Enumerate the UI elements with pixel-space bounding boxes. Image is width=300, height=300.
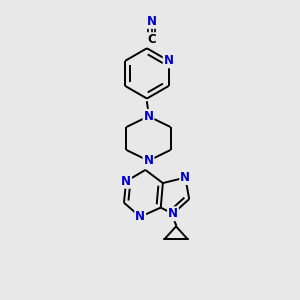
Text: N: N [146,15,157,28]
Text: N: N [164,54,174,67]
Text: N: N [143,154,154,167]
Text: N: N [168,207,178,220]
Text: N: N [180,171,190,184]
Text: N: N [143,110,154,123]
Text: N: N [121,175,131,188]
Text: C: C [147,33,156,46]
Text: N: N [135,210,145,223]
